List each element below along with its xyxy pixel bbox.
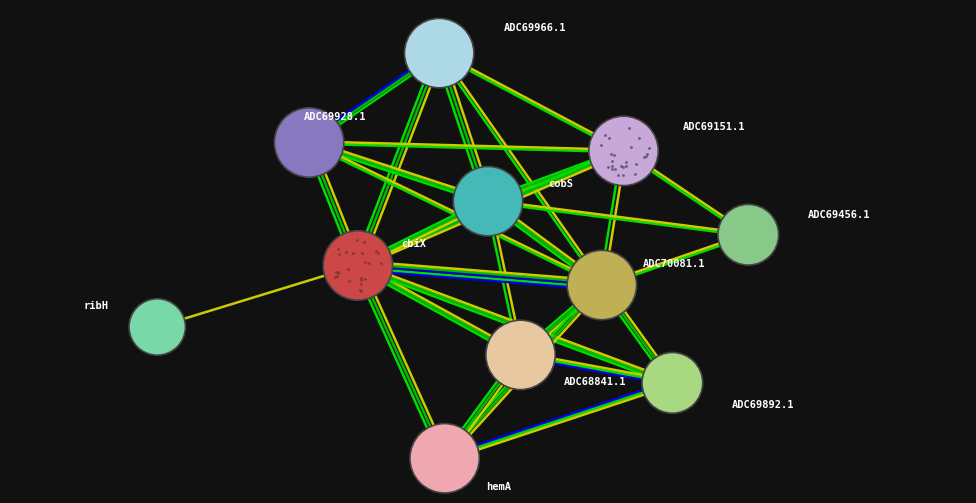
Text: ADC68841.1: ADC68841.1 [564,377,627,387]
Text: ribH: ribH [84,301,108,311]
Ellipse shape [453,166,523,236]
Text: ADC70081.1: ADC70081.1 [643,259,706,269]
Text: hemA: hemA [486,482,510,492]
Ellipse shape [567,250,636,320]
Text: cbiX: cbiX [401,239,427,249]
Ellipse shape [323,231,392,300]
Ellipse shape [589,116,658,186]
Text: ADC69892.1: ADC69892.1 [732,400,794,410]
Ellipse shape [642,353,703,413]
Text: ADC69151.1: ADC69151.1 [683,122,746,132]
Ellipse shape [718,204,779,265]
Text: ADC69966.1: ADC69966.1 [505,23,567,33]
Text: ADC69928.1: ADC69928.1 [304,112,366,122]
Text: ADC69456.1: ADC69456.1 [808,210,871,220]
Ellipse shape [410,424,479,493]
Text: cobS: cobS [548,180,573,190]
Ellipse shape [274,108,344,177]
Ellipse shape [129,299,185,355]
Ellipse shape [404,19,474,88]
Ellipse shape [486,320,555,390]
